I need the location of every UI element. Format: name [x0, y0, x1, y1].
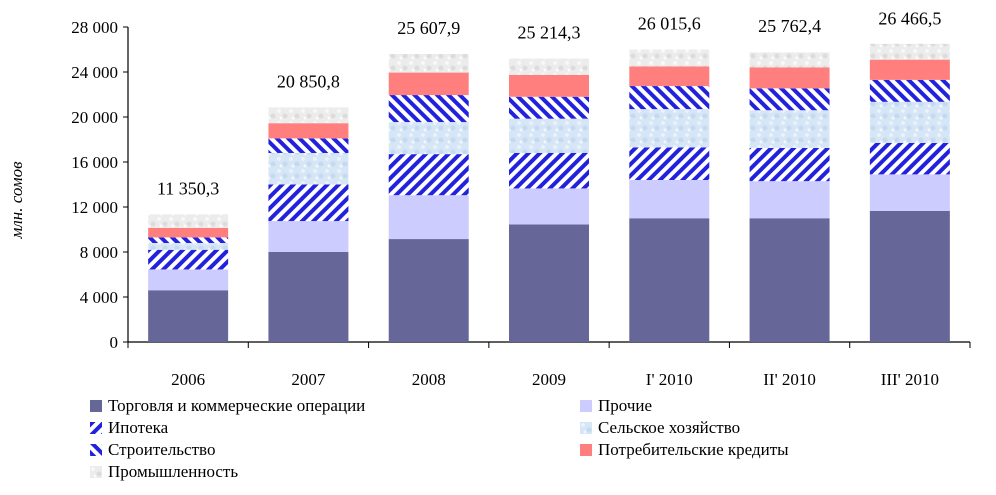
total-label: 20 850,8: [277, 71, 340, 91]
bar-segment: [388, 239, 469, 342]
bars: [148, 43, 950, 342]
bar-segment: [509, 96, 589, 119]
bar-segment: [148, 243, 229, 250]
bar-segment: [629, 86, 710, 110]
bar-segment: [629, 109, 710, 148]
y-axis: 0 4 000 8 000 12 000 16 000 20 000 24 000 28 00…: [71, 18, 129, 352]
bar-segment: [268, 184, 349, 222]
bar-segment: [749, 147, 830, 182]
x-tick-label: 2009: [532, 370, 566, 389]
bar-segment: [268, 252, 349, 342]
bar-segment: [509, 118, 589, 153]
bar-segment: [148, 249, 229, 270]
bar-segment: [629, 66, 710, 87]
legend-swatch: [90, 444, 102, 456]
bar-segment: [629, 218, 710, 342]
total-labels: 11 350,3 20 850,8 25 607,9 25 214,3 26 015,6…: [157, 8, 941, 198]
bar-segment: [749, 88, 830, 111]
y-tick-label: 24 000: [71, 63, 118, 82]
bar-segment: [869, 43, 950, 60]
bar-segment: [749, 52, 830, 68]
bar-segment: [388, 122, 469, 155]
bar-segment: [148, 227, 229, 238]
bar-segment: [629, 180, 710, 219]
legend-label: Строительство: [108, 440, 216, 459]
legend-item: Сельское хозяйство: [580, 418, 740, 438]
x-tick-label: 2007: [291, 370, 326, 389]
legend-swatch: [580, 444, 592, 456]
total-label: 26 015,6: [638, 13, 701, 33]
bar-segment: [268, 153, 349, 185]
bar-segment: [749, 181, 830, 219]
bar-segment: [629, 147, 710, 180]
bar-segment: [749, 218, 830, 342]
bar-segment: [388, 72, 469, 96]
bar-segment: [509, 224, 589, 342]
bar-segment: [749, 110, 830, 148]
total-label: 26 466,5: [878, 8, 941, 28]
bar-segment: [148, 237, 229, 243]
total-label: 25 214,3: [518, 22, 581, 42]
bar-segment: [509, 58, 589, 75]
bar-segment: [749, 67, 830, 89]
x-tick-label: II' 2010: [763, 370, 816, 389]
x-tick-label: I' 2010: [646, 370, 693, 389]
bar-segment: [869, 59, 950, 80]
bar-segment: [869, 79, 950, 102]
bar-segment: [268, 107, 349, 124]
bar-segment: [388, 154, 469, 196]
legend-swatch: [580, 400, 592, 412]
total-label: 25 607,9: [397, 18, 460, 38]
legend-swatch: [90, 466, 102, 478]
bar-segment: [629, 49, 710, 67]
y-tick-label: 28 000: [71, 18, 118, 37]
legend-item: Ипотека: [90, 418, 168, 438]
bar-segment: [268, 138, 349, 153]
bar-segment: [148, 290, 229, 342]
y-axis-title: млн. сомов: [7, 161, 26, 240]
bar-segment: [869, 210, 950, 342]
x-tick-label: 2006: [171, 370, 205, 389]
legend-label: Торговля и коммерческие операции: [108, 396, 366, 415]
bar-segment: [509, 74, 589, 97]
legend-item: Торговля и коммерческие операции: [90, 396, 365, 416]
legend-item: Промышленность: [90, 462, 238, 482]
x-axis: 2006 2007 2008 2009 I' 2010 II' 2010 III' 2010: [127, 341, 971, 389]
bar-segment: [268, 221, 349, 252]
legend-label: Потребительские кредиты: [598, 440, 789, 459]
bar-segment: [388, 54, 469, 73]
bar-segment: [509, 153, 589, 189]
bar-segment: [148, 214, 229, 228]
legend-item: Потребительские кредиты: [580, 440, 789, 460]
y-tick-label: 8 000: [80, 243, 118, 262]
legend-label: Прочие: [598, 396, 653, 415]
total-label: 25 762,4: [758, 16, 821, 36]
legend-label: Промышленность: [108, 462, 239, 481]
bar-segment: [388, 195, 469, 240]
legend-swatch: [90, 422, 102, 434]
y-tick-label: 0: [110, 333, 119, 352]
legend-item: Прочие: [580, 396, 652, 416]
y-tick-label: 12 000: [71, 198, 118, 217]
x-tick-label: III' 2010: [881, 370, 939, 389]
bar-segment: [869, 101, 950, 143]
bar-segment: [388, 95, 469, 123]
legend-label: Сельское хозяйство: [598, 418, 741, 437]
stacked-bar-chart: млн. сомов 0 4 000 8 000 12 000 16 000 20 000…: [7, 8, 971, 389]
total-label: 11 350,3: [157, 178, 219, 198]
bar-segment: [148, 269, 229, 291]
legend-swatch: [580, 422, 592, 434]
x-tick-label: 2008: [412, 370, 446, 389]
y-tick-label: 16 000: [71, 153, 118, 172]
legend-label: Ипотека: [108, 418, 169, 437]
bar-segment: [869, 142, 950, 175]
legend-swatch: [90, 400, 102, 412]
y-tick-label: 4 000: [80, 288, 118, 307]
bar-segment: [509, 188, 589, 225]
bar-segment: [869, 174, 950, 211]
bar-segment: [268, 123, 349, 139]
y-tick-label: 20 000: [71, 108, 118, 127]
legend-item: Строительство: [90, 440, 215, 460]
